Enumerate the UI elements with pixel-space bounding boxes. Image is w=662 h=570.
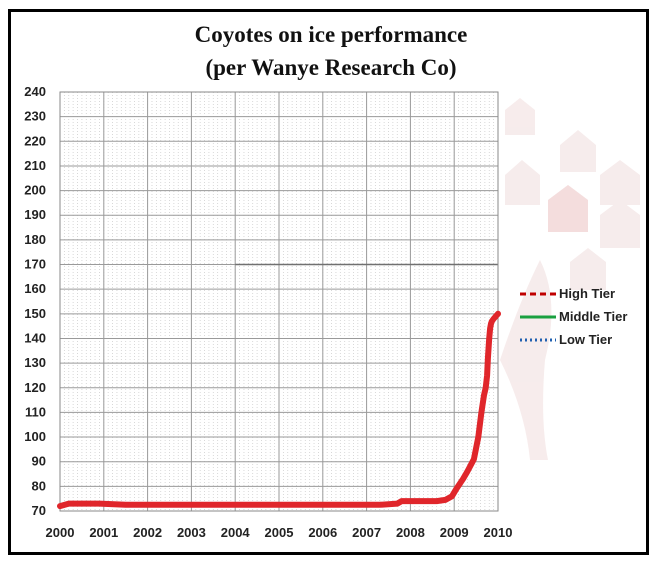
legend-item-high-tier: High Tier <box>518 282 627 305</box>
x-axis-tick-labels: 2000 2001 2002 2003 2004 2005 2006 2007 2008 2009… <box>46 525 513 540</box>
chart-title: Coyotes on ice performance <box>194 22 468 47</box>
y-tick-label: 80 <box>32 478 46 493</box>
legend-swatch-middle-tier <box>520 315 556 318</box>
y-tick-label: 160 <box>24 281 46 296</box>
x-tick-label: 2007 <box>352 525 381 540</box>
x-tick-label: 2001 <box>89 525 118 540</box>
y-tick-label: 90 <box>32 454 46 469</box>
x-tick-label: 2010 <box>484 525 513 540</box>
watermark-house-6 <box>600 200 640 248</box>
x-tick-label: 2009 <box>440 525 469 540</box>
y-tick-label: 240 <box>24 84 46 99</box>
legend-item-middle-tier: Middle Tier <box>518 305 627 328</box>
major-grid <box>59 91 499 512</box>
watermark-house-accent <box>548 185 588 232</box>
y-tick-label: 120 <box>24 380 46 395</box>
y-tick-label: 200 <box>24 183 46 198</box>
y-tick-label: 190 <box>24 207 46 222</box>
plot-border <box>59 91 499 512</box>
x-tick-label: 2004 <box>221 525 251 540</box>
watermark-house-2 <box>560 130 596 172</box>
x-tick-label: 2005 <box>265 525 294 540</box>
watermark-house-3 <box>600 160 640 205</box>
y-tick-label: 170 <box>24 257 46 272</box>
watermark-house-1 <box>505 98 535 135</box>
chart-subtitle: (per Wanye Research Co) <box>205 55 457 80</box>
watermark-figure <box>500 260 552 460</box>
y-tick-label: 180 <box>24 232 46 247</box>
x-tick-label: 2003 <box>177 525 206 540</box>
y-tick-label: 140 <box>24 330 46 345</box>
watermark-house-7 <box>570 248 606 290</box>
y-tick-label: 150 <box>24 306 46 321</box>
legend-label-low-tier: Low Tier <box>559 332 613 347</box>
x-tick-label: 2008 <box>396 525 425 540</box>
series-line-high-tier <box>57 310 501 510</box>
y-axis-tick-labels: 240 230 220 210 200 190 180 170 160 150 140 130 120 1… <box>24 84 46 518</box>
y-tick-label: 230 <box>24 109 46 124</box>
legend-label-high-tier: High Tier <box>559 286 616 301</box>
legend-item-low-tier: Low Tier <box>518 328 627 351</box>
legend-label-middle-tier: Middle Tier <box>559 309 628 324</box>
x-tick-label: 2006 <box>308 525 337 540</box>
legend-swatch-low-tier <box>520 338 556 341</box>
y-tick-label: 130 <box>24 355 46 370</box>
legend: High Tier Middle Tier Low Tier <box>518 282 627 351</box>
y-tick-label: 100 <box>24 429 46 444</box>
legend-swatch-high-tier <box>520 292 556 295</box>
y-tick-label: 220 <box>24 133 46 148</box>
y-tick-label: 210 <box>24 158 46 173</box>
watermark-house-4 <box>505 160 540 205</box>
series-layer <box>57 310 501 510</box>
x-tick-label: 2002 <box>133 525 162 540</box>
x-tick-label: 2000 <box>46 525 75 540</box>
y-tick-label: 110 <box>25 404 46 419</box>
y-tick-label: 70 <box>32 503 46 518</box>
